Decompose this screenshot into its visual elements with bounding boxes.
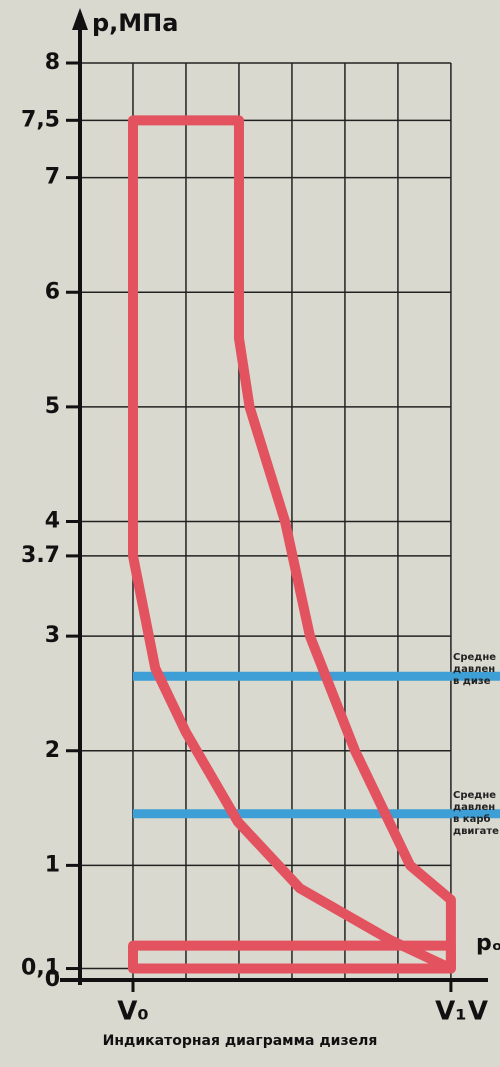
mean-pressure-note: в карб bbox=[453, 813, 491, 825]
y-tick-label: 7 bbox=[45, 165, 60, 190]
y-tick-label: 1 bbox=[45, 852, 60, 877]
cycle-line bbox=[127, 115, 456, 974]
y-tick-label: 8 bbox=[45, 50, 60, 75]
y-tick-label: 7,5 bbox=[21, 107, 60, 132]
x-tick-label: V₁ bbox=[435, 997, 467, 1027]
p0-label: pₒ bbox=[476, 931, 500, 956]
y-tick-label: 4 bbox=[45, 509, 60, 534]
y-tick-label: 2 bbox=[45, 738, 60, 763]
mean-pressure-note: давлен bbox=[453, 802, 495, 813]
mean-pressure-note: Средне bbox=[453, 790, 496, 801]
y-tick-label: 3.7 bbox=[21, 543, 60, 568]
y-tick-label: 0,1 bbox=[21, 956, 60, 981]
y-tick-label: 5 bbox=[45, 394, 60, 419]
mean-pressure-note: в дизе bbox=[453, 676, 491, 687]
mean-pressure-note: давлен bbox=[453, 664, 495, 675]
mean-pressure-note: двигате bbox=[453, 826, 499, 837]
cycle-line bbox=[127, 940, 456, 974]
marks bbox=[127, 115, 500, 974]
y-tick-label: 3 bbox=[45, 623, 60, 648]
x-axis-label: V bbox=[468, 997, 488, 1027]
x-tick-label: V₀ bbox=[117, 997, 149, 1027]
y-tick-label: 6 bbox=[45, 279, 60, 304]
y-axis-arrow bbox=[72, 8, 88, 30]
chart-title: Индикаторная диаграмма дизеля bbox=[103, 1033, 378, 1049]
y-tick-label: 0 bbox=[45, 967, 60, 992]
y-axis-label: p,МПа bbox=[92, 9, 178, 37]
mean-pressure-note: Средне bbox=[453, 652, 496, 663]
